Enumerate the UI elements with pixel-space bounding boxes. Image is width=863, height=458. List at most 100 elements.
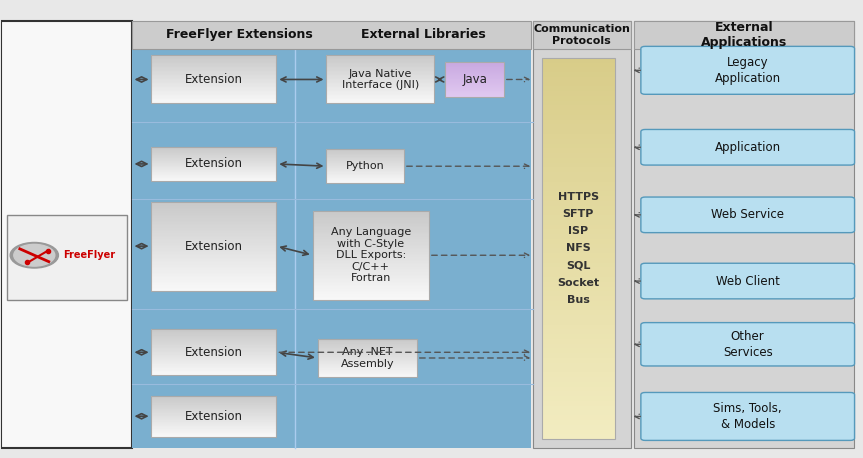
Bar [152,251,276,252]
Bar [542,139,615,143]
Bar [152,400,276,401]
Bar [152,205,276,206]
Bar [445,81,504,82]
Bar [326,168,404,169]
Bar [312,221,429,223]
Bar [152,254,276,255]
Bar [312,246,429,248]
Bar [318,364,417,365]
Bar [445,89,504,90]
Bar [152,147,276,148]
Bar [326,63,434,64]
Bar [326,74,434,75]
Bar [152,282,276,283]
Bar [152,168,276,169]
Bar [326,69,434,70]
Bar [542,210,615,215]
Bar [318,361,417,362]
Bar [152,223,276,224]
Bar [152,352,276,353]
Bar [152,234,276,236]
Bar [152,157,276,158]
Bar [445,72,504,73]
Bar [152,64,276,65]
Bar [542,305,615,311]
Bar [152,280,276,282]
Text: Web Service: Web Service [711,208,784,221]
Bar [152,78,276,79]
Bar [1,21,132,448]
Bar [542,82,615,87]
Bar [152,410,276,411]
Bar [318,363,417,364]
Bar [542,172,615,177]
Bar [312,294,429,295]
Bar [312,267,429,268]
Bar [152,402,276,403]
Bar [132,21,531,448]
Bar [445,84,504,85]
Bar [445,71,504,72]
Bar [152,335,276,336]
Bar [152,212,276,213]
Bar [152,206,276,207]
Bar [326,84,434,85]
Bar [152,152,276,153]
Bar [312,214,429,215]
Bar [326,160,404,161]
Bar [312,211,429,212]
Bar [152,162,276,163]
Bar [542,163,615,167]
Bar [318,368,417,369]
Bar [152,268,276,270]
Bar [152,360,276,361]
Text: HTTPS
SFTP
ISP
NFS
SQL
Socket
Bus: HTTPS SFTP ISP NFS SQL Socket Bus [557,192,600,305]
Bar [542,120,615,125]
Bar [312,233,429,234]
Text: Extension: Extension [185,73,243,86]
Text: Python: Python [346,161,385,171]
Bar [152,342,276,343]
Bar [312,279,429,280]
FancyBboxPatch shape [641,197,854,233]
Bar [152,229,276,230]
Bar [326,97,434,98]
Bar [318,356,417,357]
Bar [152,213,276,215]
Bar [326,101,434,102]
Bar [542,182,615,186]
Bar [312,227,429,229]
Bar [445,68,504,69]
Bar [318,371,417,372]
Bar [152,150,276,151]
Bar [326,177,404,178]
Bar [152,248,276,249]
Bar [152,174,276,175]
Bar [152,240,276,242]
Bar [326,167,404,168]
Bar [312,297,429,298]
Bar [152,286,276,288]
Bar [542,115,615,120]
Bar [326,174,404,175]
Bar [318,367,417,368]
Bar [152,218,276,219]
Bar [326,55,434,104]
Bar [326,77,434,78]
Bar [152,74,276,75]
Bar [542,234,615,239]
Bar [152,426,276,427]
Bar [318,338,417,339]
Bar [326,56,434,57]
Bar [152,414,276,415]
Text: Communication
Protocols: Communication Protocols [533,24,630,46]
Bar [152,372,276,373]
Bar [445,75,504,76]
Bar [152,99,276,100]
Bar [318,365,417,366]
Bar [152,276,276,277]
Bar [152,103,276,104]
Text: Extension: Extension [185,346,243,359]
Bar [312,273,429,274]
Bar [152,221,276,223]
